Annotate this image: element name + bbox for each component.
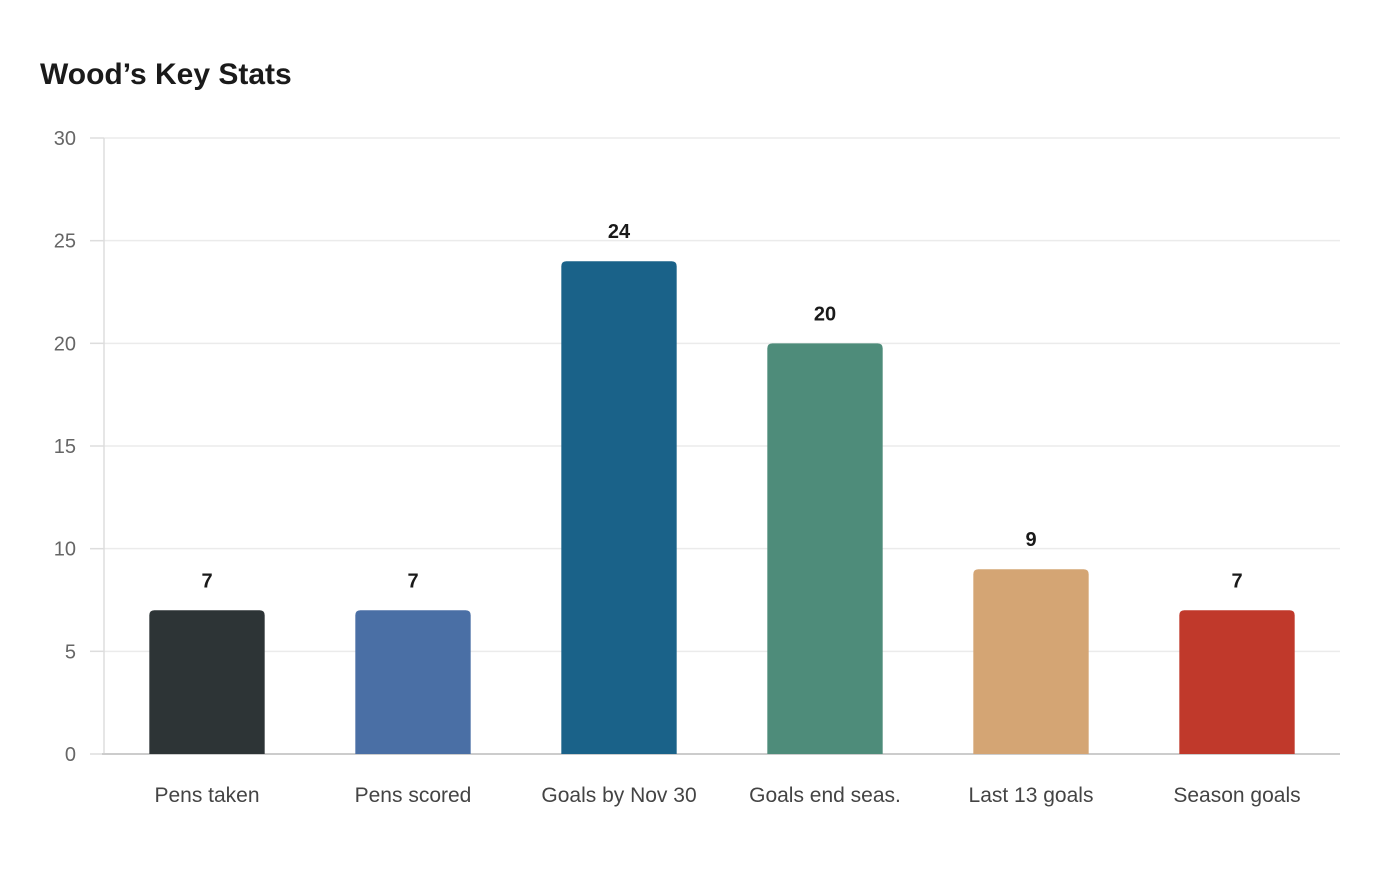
x-tick-label: Goals by Nov 30 xyxy=(541,784,696,807)
x-tick-label: Pens scored xyxy=(355,784,472,807)
data-label: 7 xyxy=(1231,570,1242,592)
x-tick-label: Pens taken xyxy=(154,784,259,807)
data-label: 7 xyxy=(407,570,418,592)
y-tick-label: 25 xyxy=(54,231,76,253)
y-tick-label: 20 xyxy=(54,333,76,355)
gridlines xyxy=(104,137,1340,653)
bar xyxy=(973,569,1089,754)
data-label: 24 xyxy=(608,221,631,243)
bar xyxy=(561,261,677,754)
axes xyxy=(90,137,1340,755)
data-label: 7 xyxy=(201,570,212,592)
bar xyxy=(355,610,471,754)
bar xyxy=(149,610,265,754)
bars xyxy=(149,261,1295,754)
chart-title: Wood’s Key Stats xyxy=(40,58,292,91)
bar xyxy=(767,343,883,754)
y-tick-label: 10 xyxy=(54,539,76,561)
data-label: 9 xyxy=(1025,529,1036,551)
y-tick-label: 5 xyxy=(65,641,76,663)
y-tick-label: 15 xyxy=(54,436,76,458)
x-tick-label: Season goals xyxy=(1173,784,1300,807)
x-tick-label: Goals end seas. xyxy=(749,784,901,807)
y-tick-label: 30 xyxy=(54,128,76,150)
y-tick-label: 0 xyxy=(65,744,76,766)
x-tick-label: Last 13 goals xyxy=(969,784,1094,807)
labels: 0 5 10 15 20 25 30 7 Pens taken 7 Pens scored 24 Goa… xyxy=(54,128,1301,807)
data-label: 20 xyxy=(814,303,836,325)
bar xyxy=(1179,610,1295,754)
